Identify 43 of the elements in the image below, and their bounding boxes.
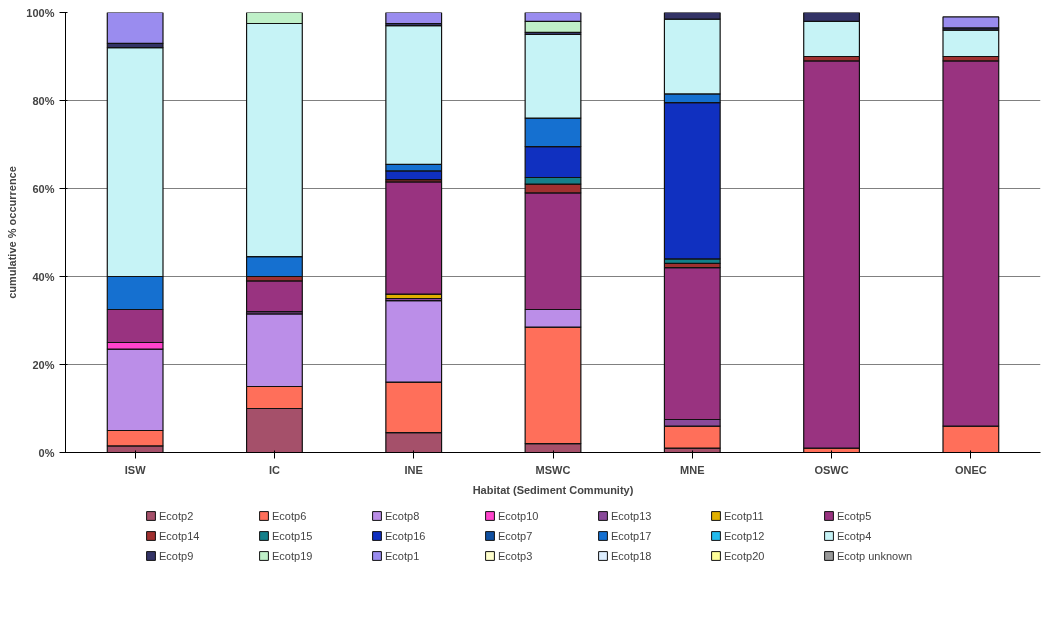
legend-label: Ecotp4 [837, 529, 873, 542]
legend-label: Ecotp10 [498, 509, 540, 522]
legend-label: Ecotp8 [385, 509, 421, 522]
legend-label: Ecotp20 [724, 549, 766, 562]
legend-label: Ecotp16 [385, 529, 427, 542]
y-tick-label: 100% [26, 6, 55, 19]
legend-label: Ecotp11 [724, 509, 765, 522]
legend-label: Ecotp9 [159, 549, 195, 562]
y-tick-label: 0% [38, 446, 55, 459]
legend-label: Ecotp5 [837, 509, 873, 522]
legend-label: Ecotp17 [611, 529, 653, 542]
x-tick-label: ONEC [954, 463, 987, 476]
y-tick-label: 20% [32, 358, 55, 371]
legend-label: Ecotp18 [611, 549, 653, 562]
x-tick-label: MSWC [535, 463, 571, 476]
legend-label: Ecotp14 [159, 529, 201, 542]
bar [385, 181, 443, 295]
bar [385, 12, 443, 25]
x-tick-label: INE [404, 463, 423, 476]
y-axis-title: cumulative % occurrence [6, 166, 19, 299]
legend-label: Ecotp unknown [837, 549, 914, 562]
legend-label: Ecotp6 [272, 509, 308, 522]
y-tick-label: 40% [32, 270, 55, 283]
x-tick-label: ISW [124, 463, 147, 476]
legend-label: Ecotp15 [272, 529, 314, 542]
y-tick-label: 80% [32, 94, 55, 107]
y-tick-label: 60% [32, 182, 55, 195]
bar [803, 60, 861, 449]
bar [942, 29, 1000, 58]
legend-label: Ecotp12 [724, 529, 766, 542]
bar [106, 12, 164, 44]
bar [245, 280, 303, 313]
legend-label: Ecotp3 [498, 549, 534, 562]
legend-label: Ecotp1 [385, 549, 421, 562]
legend-label: Ecotp7 [498, 529, 534, 542]
legend-label: Ecotp2 [159, 509, 195, 522]
bar [942, 16, 1000, 29]
x-tick-label: IC [268, 463, 280, 476]
x-axis-title: Habitat (Sediment Community) [472, 483, 634, 496]
legend-label: Ecotp13 [611, 509, 653, 522]
x-tick-label: MNE [680, 463, 705, 476]
legend-label: Ecotp19 [272, 549, 314, 562]
x-tick-label: OSWC [814, 463, 849, 476]
